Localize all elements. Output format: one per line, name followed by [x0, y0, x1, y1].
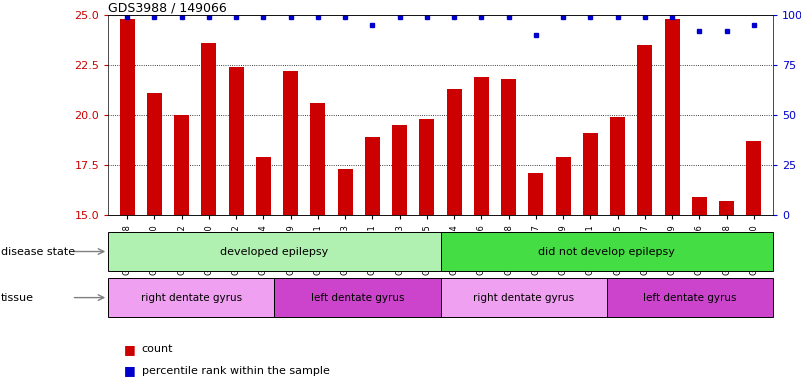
Bar — [256, 157, 271, 215]
Bar — [692, 197, 707, 215]
Bar — [274, 278, 441, 317]
Bar — [108, 278, 274, 317]
Text: count: count — [142, 344, 173, 354]
Text: left dentate gyrus: left dentate gyrus — [643, 293, 737, 303]
Bar — [583, 133, 598, 215]
Bar — [284, 71, 298, 215]
Bar — [392, 125, 407, 215]
Text: did not develop epilepsy: did not develop epilepsy — [538, 247, 675, 257]
Bar — [365, 137, 380, 215]
Bar — [607, 278, 773, 317]
Bar — [529, 173, 543, 215]
Bar — [311, 103, 325, 215]
Bar — [747, 141, 762, 215]
Bar — [665, 19, 679, 215]
Bar — [174, 115, 189, 215]
Bar — [556, 157, 570, 215]
Bar — [638, 45, 652, 215]
Text: percentile rank within the sample: percentile rank within the sample — [142, 366, 330, 376]
Text: developed epilepsy: developed epilepsy — [220, 247, 328, 257]
Bar — [119, 19, 135, 215]
Bar — [441, 232, 773, 271]
Bar — [338, 169, 352, 215]
Text: right dentate gyrus: right dentate gyrus — [473, 293, 574, 303]
Text: tissue: tissue — [1, 293, 34, 303]
Bar — [229, 67, 244, 215]
Text: left dentate gyrus: left dentate gyrus — [311, 293, 405, 303]
Bar — [420, 119, 434, 215]
Text: disease state: disease state — [1, 247, 75, 257]
Bar — [441, 278, 607, 317]
Bar — [202, 43, 216, 215]
Bar — [147, 93, 162, 215]
Text: GDS3988 / 149066: GDS3988 / 149066 — [108, 1, 227, 14]
Text: ■: ■ — [124, 364, 136, 377]
Bar — [610, 117, 625, 215]
Bar — [447, 89, 461, 215]
Text: right dentate gyrus: right dentate gyrus — [141, 293, 242, 303]
Bar — [501, 79, 516, 215]
Text: ■: ■ — [124, 343, 136, 356]
Bar — [719, 201, 735, 215]
Bar — [108, 232, 441, 271]
Bar — [474, 77, 489, 215]
